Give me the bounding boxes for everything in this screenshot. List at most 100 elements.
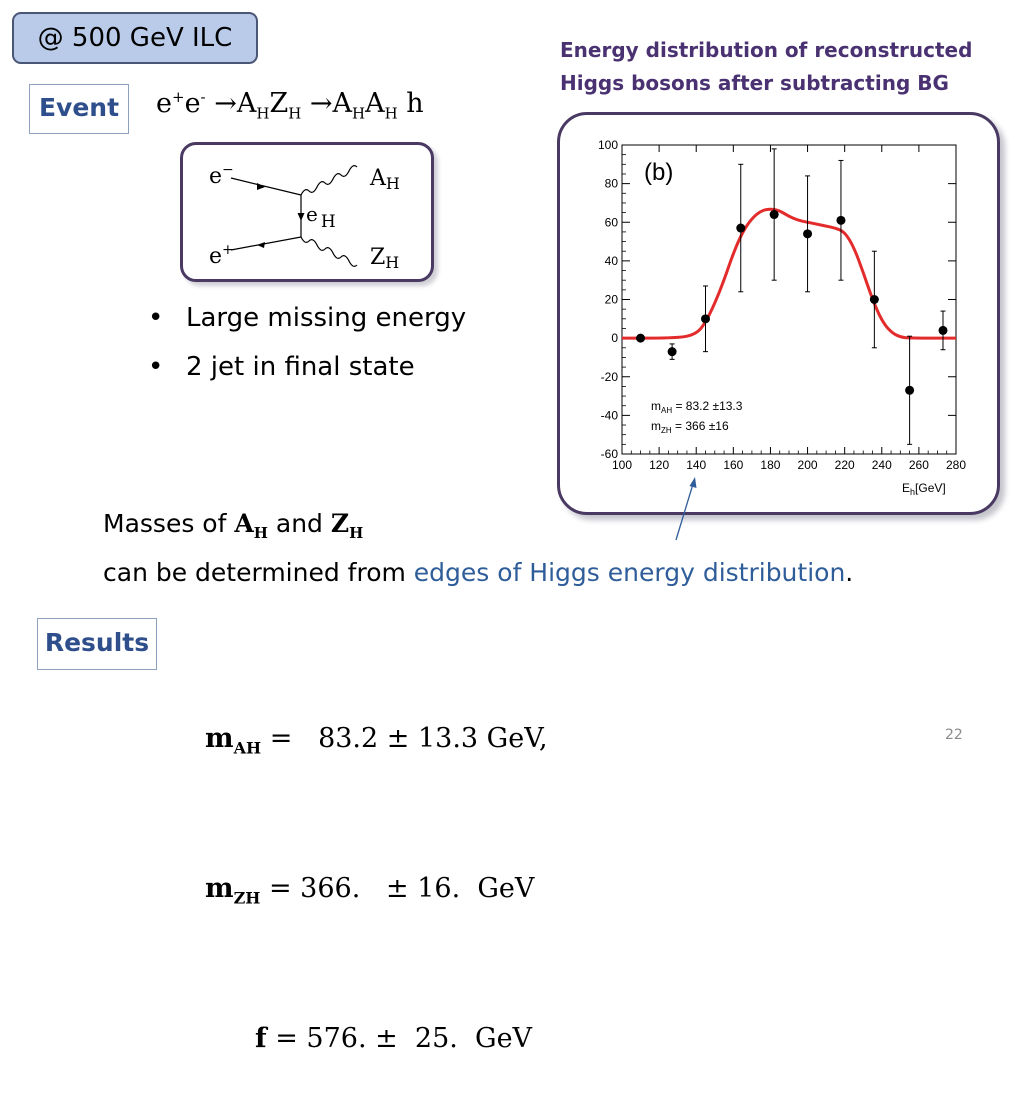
symbol-ZH: ZH xyxy=(330,509,364,542)
fit-annotation-line: mZH = 366 ±16 xyxy=(651,419,729,435)
y-tick-label: -40 xyxy=(601,408,619,422)
x-tick-label: 100 xyxy=(612,458,632,472)
masses-text: Masses of AH and ZH can be determined fr… xyxy=(103,504,853,593)
masses-line-2: can be determined from edges of Higgs en… xyxy=(103,553,853,593)
pointer-arrow xyxy=(675,477,697,541)
data-point xyxy=(869,295,879,304)
data-point xyxy=(769,210,779,220)
masses-prefix: Masses of xyxy=(103,509,235,538)
y-tick-label: -20 xyxy=(601,370,619,384)
ZH-boson-line xyxy=(300,236,358,267)
reaction-arrow-2: → xyxy=(309,88,333,119)
x-tick-label: 280 xyxy=(946,458,966,472)
AH-boson-line xyxy=(300,165,358,196)
reaction-H1: H xyxy=(256,104,270,123)
positron-arrow xyxy=(257,242,265,248)
result-value: = 366. ± 16. GeV xyxy=(260,873,535,904)
fit-annotation-line: mAH = 83.2 ±13.3 xyxy=(651,399,743,415)
event-label: Event xyxy=(29,84,129,134)
diagram-label-AH: AH xyxy=(369,166,400,193)
data-point xyxy=(938,325,948,335)
electron-arrow xyxy=(257,183,265,190)
diagram-label-e-minus: e− xyxy=(209,162,234,189)
y-tick-label: -60 xyxy=(601,447,619,461)
reaction-minus: - xyxy=(200,88,206,106)
slide-title: @ 500 GeV ILC xyxy=(12,12,258,64)
data-point xyxy=(736,223,746,233)
result-value: = 576. ± 25. GeV xyxy=(266,1023,533,1054)
reaction-A3: A xyxy=(365,88,385,119)
masses-period: . xyxy=(845,558,854,587)
reaction-plus: + xyxy=(171,88,185,106)
reaction-H2: H xyxy=(288,104,302,123)
diagram-label-ZH: ZH xyxy=(370,245,399,272)
reaction-A2: A xyxy=(332,88,353,119)
electron-line xyxy=(230,177,302,196)
bullet-dot: • xyxy=(148,352,164,382)
data-point xyxy=(701,314,710,324)
result-symbol: mAH xyxy=(205,723,262,758)
chart-background xyxy=(587,132,975,501)
result-row-mAH: mAH = 83.2 ± 13.3 GeV, xyxy=(205,714,548,764)
data-point xyxy=(803,229,813,239)
diagram-label-e-plus: e+ xyxy=(209,242,234,269)
y-tick-label: 20 xyxy=(605,293,619,307)
results-label: Results xyxy=(37,618,157,670)
bullet-text: 2 jet in final state xyxy=(186,352,415,382)
y-tick-label: 40 xyxy=(605,254,619,268)
y-tick-label: 100 xyxy=(598,138,618,152)
reaction-h: h xyxy=(406,88,424,119)
bullet-text: Large missing energy xyxy=(186,303,467,333)
reaction-H4: H xyxy=(384,104,398,123)
x-tick-label: 160 xyxy=(723,458,743,472)
result-row-f: f = 576. ± 25. GeV xyxy=(205,1014,548,1064)
result-symbol: mZH xyxy=(205,873,261,908)
reaction-Z: Z xyxy=(269,88,289,119)
plot-caption-line-1: Energy distribution of reconstructed xyxy=(560,38,973,62)
bullet-dot: • xyxy=(148,303,164,333)
x-tick-label: 220 xyxy=(835,458,855,472)
data-point xyxy=(905,385,915,395)
bullet-list: • Large missing energy • 2 jet in final st… xyxy=(148,296,466,394)
masses-and: and xyxy=(267,509,331,538)
result-symbol: f xyxy=(255,1023,267,1054)
x-tick-label: 120 xyxy=(649,458,669,472)
panel-label: (b) xyxy=(644,159,673,186)
reaction-e2: e xyxy=(184,88,201,119)
heavy-electron-arrow xyxy=(297,213,305,221)
reaction-A1: A xyxy=(236,88,257,119)
plot-caption-line-2: Higgs bosons after subtracting BG xyxy=(560,71,949,95)
data-point xyxy=(667,347,677,357)
symbol-AH: AH xyxy=(234,509,268,542)
results-values: mAH = 83.2 ± 13.3 GeV, mZH = 366. ± 16. … xyxy=(205,614,548,1114)
y-tick-label: 80 xyxy=(605,177,619,191)
result-row-mZH: mZH = 366. ± 16. GeV xyxy=(205,864,548,914)
fit-curve xyxy=(622,207,956,340)
data-point xyxy=(836,215,846,225)
higgs-energy-chart: 100 120 140 160 180 200 220 240 260 280 -60 -40 -20 0… xyxy=(587,132,975,501)
x-tick-label: 180 xyxy=(760,458,780,472)
plot-frame: 100 120 140 160 180 200 220 240 260 280 -60 -40 -20 0… xyxy=(557,112,1000,515)
x-tick-label: 260 xyxy=(909,458,929,472)
reaction-e: e xyxy=(156,88,172,119)
masses-highlight: edges of Higgs energy distribution xyxy=(413,558,846,587)
masses-line-1: Masses of AH and ZH xyxy=(103,504,853,553)
data-point xyxy=(636,333,646,343)
result-value: = 83.2 ± 13.3 GeV, xyxy=(261,723,548,754)
x-tick-label: 240 xyxy=(872,458,892,472)
plot-caption: Energy distribution of reconstructed Hig… xyxy=(560,34,1000,100)
x-axis-label: Eh[GeV] xyxy=(902,481,946,497)
x-tick-label: 140 xyxy=(686,458,706,472)
x-tick-label: 200 xyxy=(798,458,818,472)
y-tick-label: 60 xyxy=(605,215,619,229)
positron-line xyxy=(230,236,302,251)
masses-line2-prefix: can be determined from xyxy=(103,558,414,587)
reaction-arrow-1: → xyxy=(214,88,237,119)
y-tick-label: 0 xyxy=(611,331,618,345)
reaction-H3: H xyxy=(352,104,366,123)
bullet-item: • Large missing energy xyxy=(148,296,466,345)
reaction-formula: e+e- →AHZH →AHAH h xyxy=(156,88,424,122)
